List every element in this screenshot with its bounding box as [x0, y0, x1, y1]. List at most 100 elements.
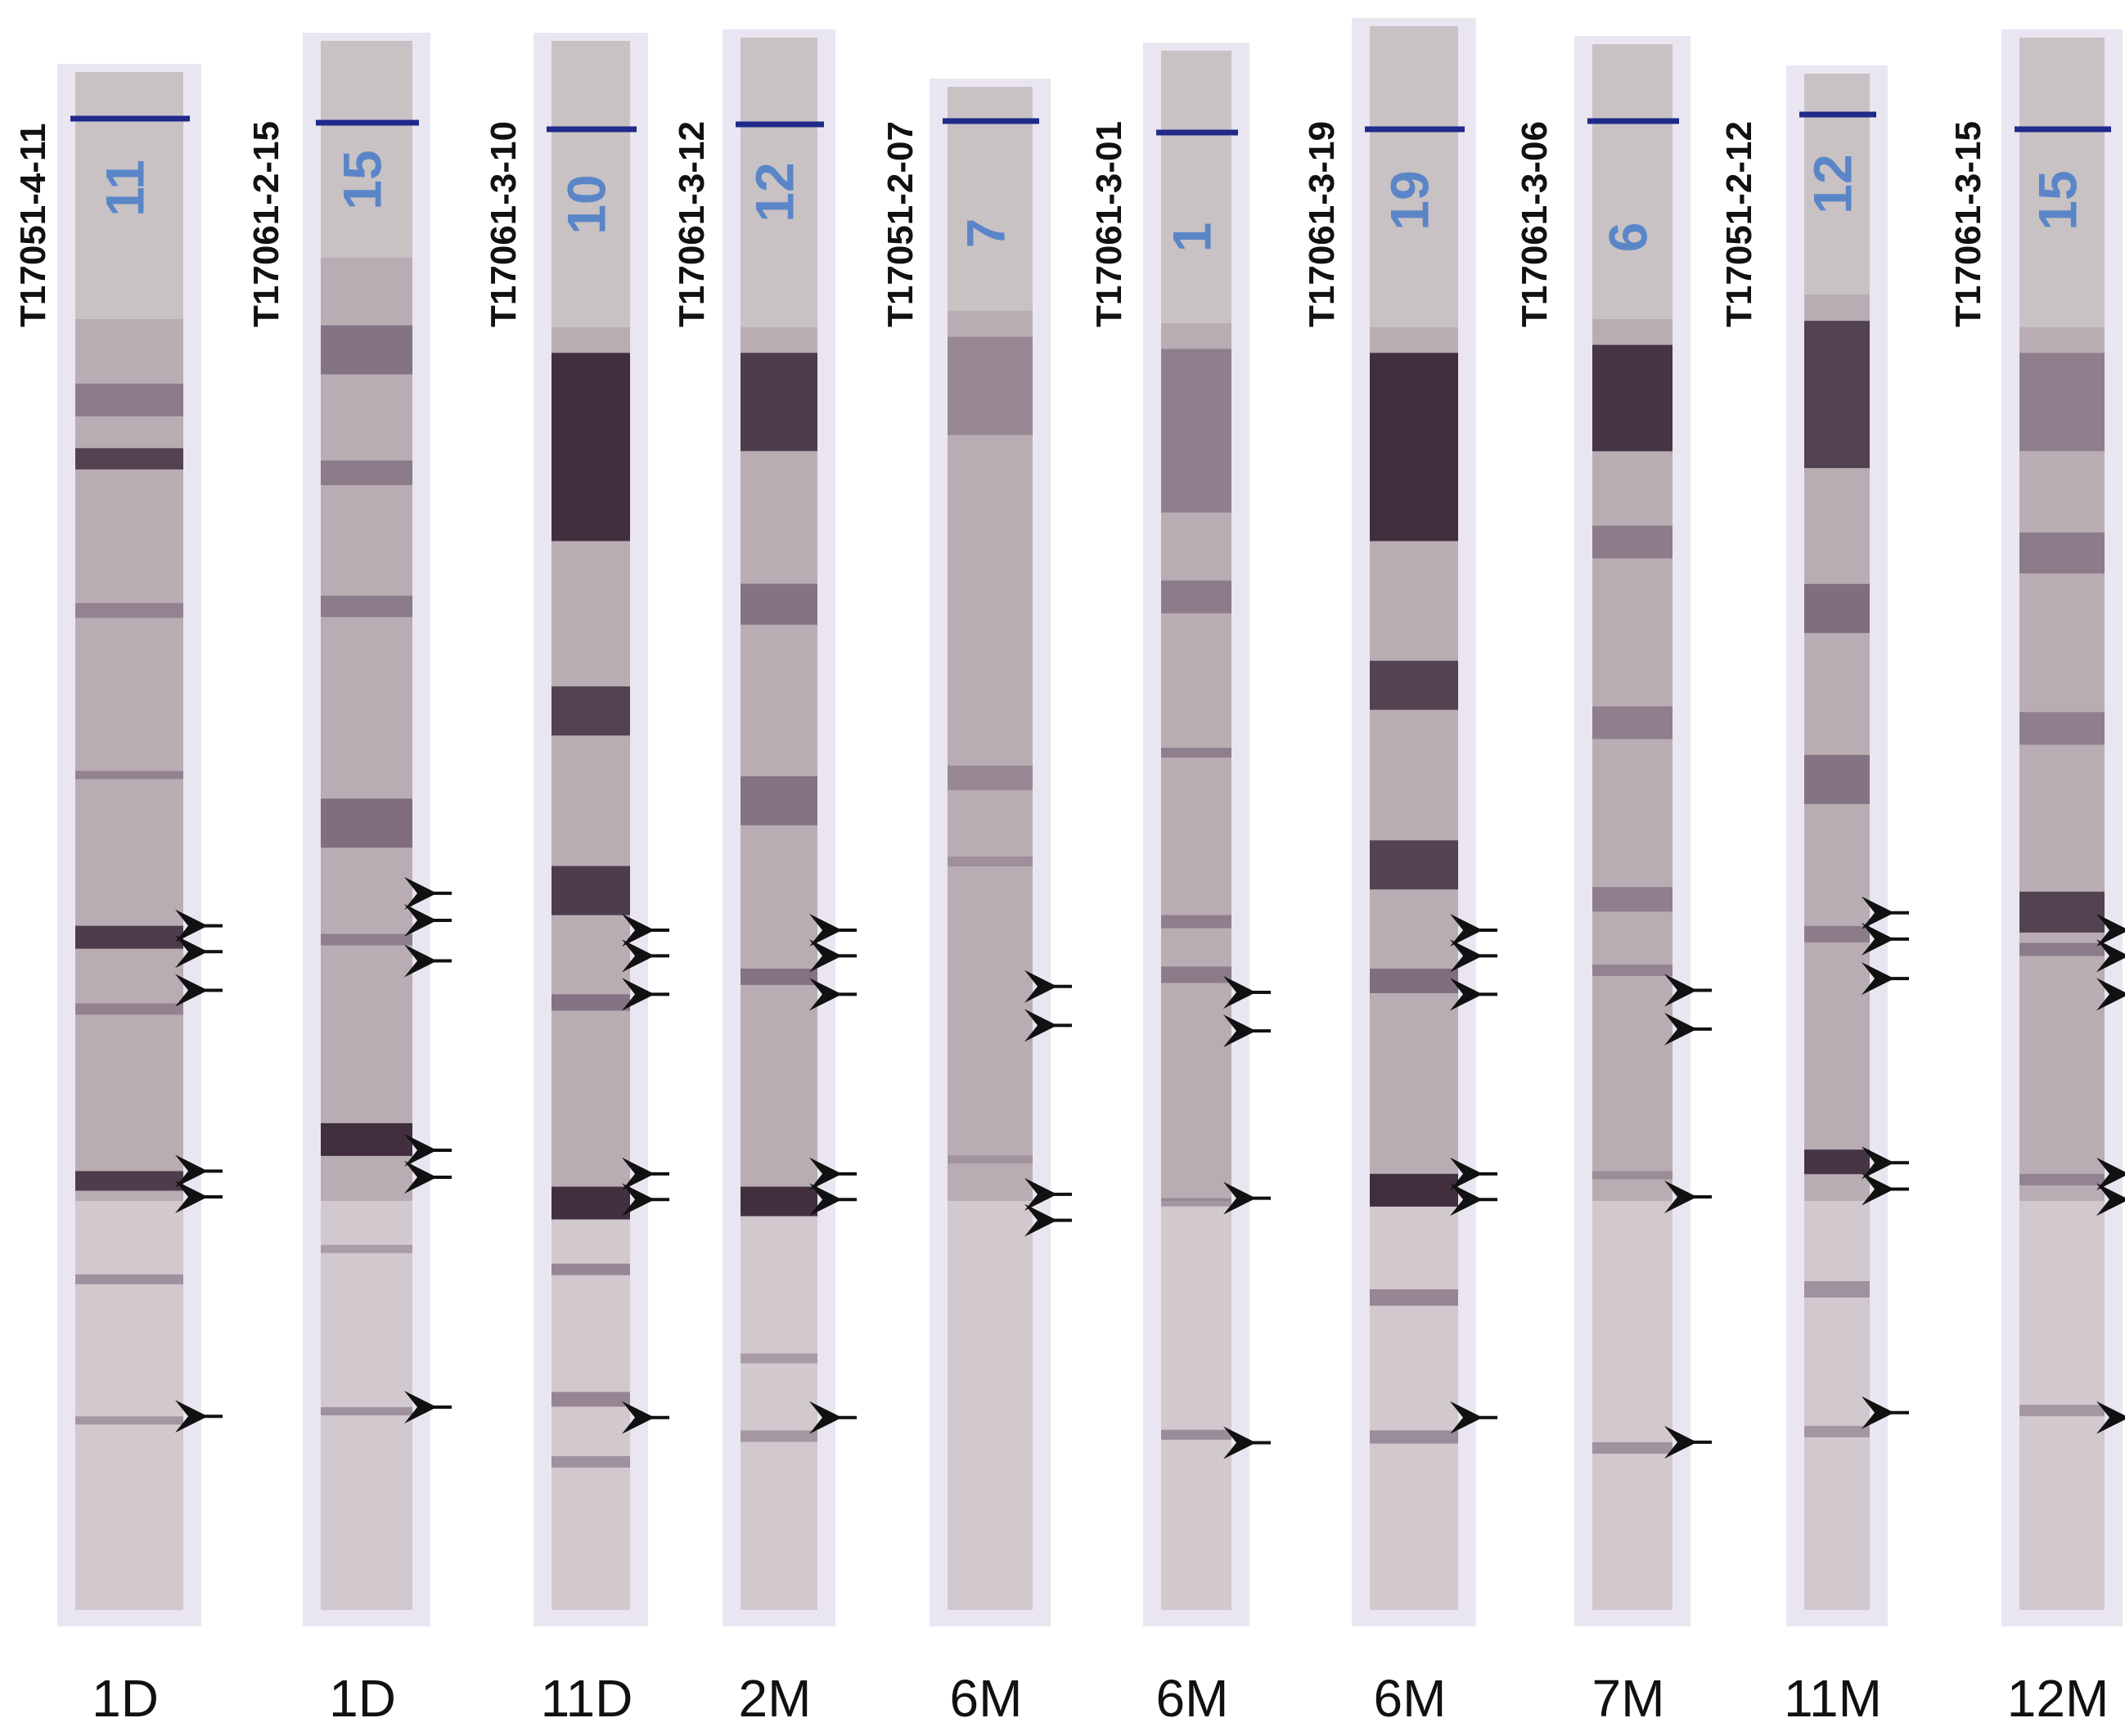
strip-group: 11 T17051-4-11 1D: [13, 64, 223, 1728]
band: [2019, 891, 2105, 933]
band: [741, 776, 817, 825]
strip-number: 15: [331, 150, 392, 209]
band: [321, 798, 412, 848]
strip-number: 12: [1802, 154, 1862, 214]
sample-id-label: T17061-3-06: [1515, 121, 1555, 327]
strip-group: 12 T17051-2-12 11M: [1719, 65, 1909, 1728]
band: [1592, 887, 1673, 912]
strip-fade: [948, 1201, 1033, 1610]
timepoint-label: 1D: [92, 1669, 159, 1728]
strip-label-area: [552, 41, 630, 327]
strip-fade: [321, 1201, 412, 1610]
band: [1804, 925, 1870, 942]
sample-id-label: T17061-3-15: [1948, 121, 1988, 327]
strip-label-area: [321, 41, 412, 258]
timepoint-label: 7M: [1592, 1669, 1665, 1728]
band: [1370, 969, 1458, 993]
band: [552, 353, 630, 542]
strip-number: 11: [94, 160, 155, 217]
band: [2019, 1405, 2105, 1417]
strip-label-area: [1370, 26, 1458, 327]
strip-fade: [741, 1201, 817, 1610]
band: [75, 603, 183, 618]
strip-group: 7 T17051-2-07 6M: [880, 79, 1072, 1728]
band: [75, 1003, 183, 1015]
band: [321, 596, 412, 618]
band: [321, 1407, 412, 1416]
band: [1161, 748, 1231, 758]
band: [1592, 706, 1673, 740]
band: [1161, 580, 1231, 614]
strip-number: 6: [1597, 223, 1658, 253]
band: [741, 1353, 817, 1364]
band: [1370, 840, 1458, 890]
strip-fade: [1804, 1201, 1870, 1610]
band: [552, 1455, 630, 1468]
timepoint-label: 6M: [1374, 1669, 1447, 1728]
strip-group: 15 T17061-3-15 12M: [1948, 29, 2125, 1728]
band: [321, 325, 412, 375]
band: [1592, 1441, 1673, 1454]
strip-label-area: [2019, 38, 2105, 327]
strip-group: 1 T17061-3-01 6M: [1089, 43, 1271, 1728]
band: [1804, 754, 1870, 804]
sample-id-label: T17061-3-10: [484, 121, 524, 327]
strip-number: 7: [955, 218, 1015, 249]
band: [948, 765, 1033, 790]
band: [741, 353, 817, 452]
band: [741, 969, 817, 985]
band: [75, 447, 183, 470]
strip-number: 19: [1379, 170, 1439, 230]
sample-id-label: T17051-2-07: [880, 121, 921, 327]
band: [75, 1171, 183, 1191]
band: [75, 1416, 183, 1425]
sample-id-label: T17061-3-19: [1302, 121, 1342, 327]
band: [552, 1263, 630, 1275]
timepoint-label: 2M: [739, 1669, 812, 1728]
band: [2019, 942, 2105, 956]
band: [1804, 1149, 1870, 1175]
sample-id-label: T17051-2-12: [1719, 121, 1759, 327]
band: [2019, 353, 2105, 452]
band: [1161, 915, 1231, 929]
band: [948, 1155, 1033, 1164]
band: [948, 336, 1033, 435]
band: [741, 1430, 817, 1442]
band: [552, 686, 630, 736]
strip-label-area: [948, 87, 1033, 311]
band: [2019, 532, 2105, 573]
strip-fade: [1592, 1201, 1673, 1610]
band: [75, 771, 183, 780]
strip-number: 1: [1161, 223, 1222, 253]
band: [1161, 1198, 1231, 1207]
strip-group: 6 T17061-3-06 7M: [1515, 36, 1712, 1728]
strip-fade: [2019, 1201, 2105, 1610]
timepoint-label: 1D: [329, 1669, 396, 1728]
band: [1161, 966, 1231, 983]
band: [1370, 660, 1458, 710]
strip-label-area: [1161, 51, 1231, 323]
band: [1592, 1171, 1673, 1180]
band: [75, 1274, 183, 1284]
band: [1592, 965, 1673, 976]
band: [75, 925, 183, 949]
band: [1161, 349, 1231, 513]
strip-fade: [1370, 1201, 1458, 1610]
strip-group: 15 T17061-2-15 1D: [246, 33, 452, 1728]
strip-fade: [75, 1201, 183, 1610]
band: [1370, 353, 1458, 542]
band: [1804, 1425, 1870, 1437]
band: [2019, 1173, 2105, 1185]
band: [321, 460, 412, 485]
strip-number: 15: [2027, 170, 2087, 230]
band: [552, 1186, 630, 1220]
band: [321, 933, 412, 946]
band: [1592, 344, 1673, 452]
band: [741, 583, 817, 625]
strip-group: 12 T17061-3-12 2M: [672, 29, 857, 1728]
band: [1804, 583, 1870, 633]
band: [552, 866, 630, 915]
strip-label-area: [1804, 74, 1870, 295]
band: [321, 1122, 412, 1156]
